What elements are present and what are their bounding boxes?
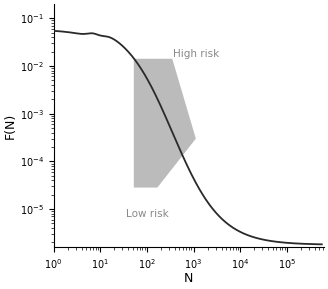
X-axis label: N: N: [184, 272, 194, 285]
Y-axis label: F(N): F(N): [4, 112, 17, 139]
Text: High risk: High risk: [173, 49, 219, 59]
Polygon shape: [134, 59, 196, 188]
Text: Low risk: Low risk: [126, 209, 169, 218]
